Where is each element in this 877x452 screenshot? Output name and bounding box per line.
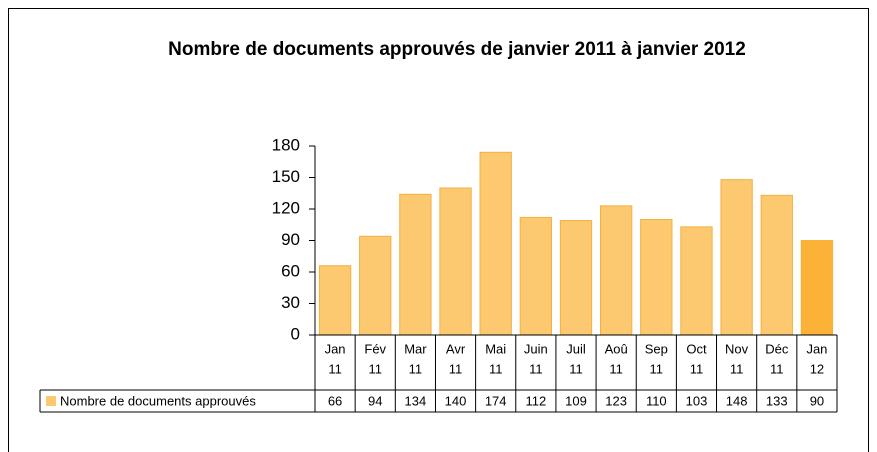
bar <box>439 187 472 336</box>
x-tick-label: Mar <box>404 341 427 356</box>
x-tick-label: Déc <box>765 341 789 356</box>
bar <box>640 219 673 336</box>
table-value: 134 <box>405 393 427 408</box>
x-tick-label: 11 <box>650 361 664 376</box>
bar <box>519 216 553 336</box>
x-tick-label: 11 <box>489 361 503 376</box>
y-tick-label: 30 <box>281 293 300 312</box>
x-tick-label: 11 <box>770 361 784 376</box>
x-tick-label: Jan <box>325 341 346 356</box>
x-tick-label: Jan <box>806 341 827 356</box>
table-value: 103 <box>686 393 708 408</box>
chart-title: Nombre de documents approuvés de janvier… <box>168 39 746 60</box>
y-tick-label: 60 <box>281 261 300 280</box>
x-tick-label: Sep <box>645 341 668 356</box>
y-tick-label: 0 <box>291 324 300 343</box>
legend-label: Nombre de documents approuvés <box>60 393 256 408</box>
x-tick-label: 11 <box>690 361 704 376</box>
x-tick-label: Fév <box>364 341 386 356</box>
table-value: 123 <box>605 393 627 408</box>
x-tick-label: 12 <box>810 361 824 376</box>
x-tick-label: 11 <box>368 361 382 376</box>
bar <box>479 151 512 336</box>
bar <box>760 194 793 336</box>
x-tick-label: Mai <box>485 341 506 356</box>
table-value: 148 <box>726 393 748 408</box>
x-tick-label: 11 <box>569 361 583 376</box>
table-value: 112 <box>525 393 546 408</box>
bar <box>720 179 753 336</box>
table-value: 110 <box>646 393 667 408</box>
x-tick-label: 11 <box>609 361 623 376</box>
frame <box>8 8 869 452</box>
bar <box>318 265 352 336</box>
x-tick-label: 11 <box>449 361 463 376</box>
x-tick-label: Juin <box>524 341 548 356</box>
table-value: 174 <box>485 393 507 408</box>
table-value: 140 <box>445 393 467 408</box>
y-tick-label: 150 <box>272 167 300 186</box>
bar <box>800 240 834 336</box>
table-value: 109 <box>565 393 587 408</box>
bar <box>680 226 713 336</box>
table-value: 133 <box>766 393 788 408</box>
table-value: 66 <box>328 393 342 408</box>
y-tick-label: 180 <box>272 135 300 154</box>
y-tick-label: 120 <box>272 198 300 217</box>
table-value: 90 <box>810 393 824 408</box>
bar <box>399 193 432 336</box>
x-tick-label: 11 <box>529 361 543 376</box>
x-tick-label: Oct <box>686 341 707 356</box>
x-tick-label: 11 <box>328 361 342 376</box>
x-tick-label: Juil <box>566 341 586 356</box>
x-tick-label: Nov <box>725 341 749 356</box>
legend-swatch <box>46 396 56 406</box>
x-tick-label: 11 <box>730 361 744 376</box>
x-tick-label: Aoû <box>605 341 628 356</box>
x-tick-label: Avr <box>446 341 466 356</box>
x-tick-label: 11 <box>409 361 423 376</box>
bar <box>599 205 633 336</box>
y-tick-label: 90 <box>281 230 300 249</box>
bar <box>559 220 593 336</box>
bar <box>359 235 392 336</box>
table-value: 94 <box>368 393 382 408</box>
